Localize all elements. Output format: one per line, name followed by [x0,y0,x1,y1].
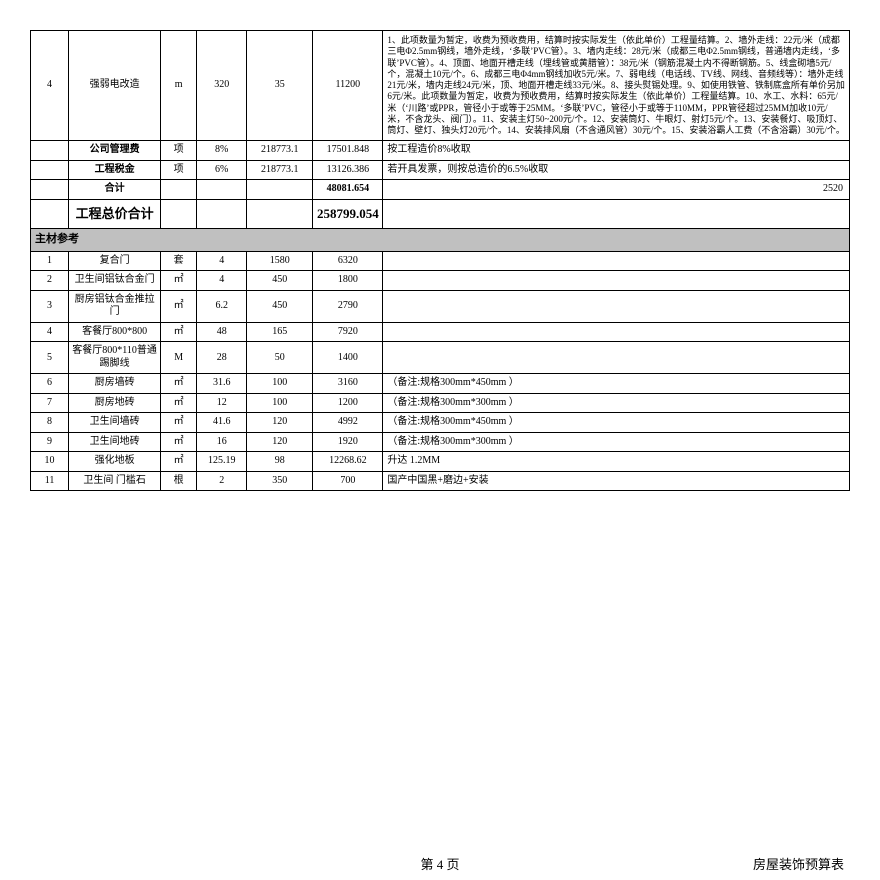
mat-name: 卫生间墙砖 [69,413,161,433]
table-row: 5客餐厅800*110普通踢脚线M28501400 [31,342,850,374]
fee-remark: 按工程造价8%收取 [383,141,850,161]
mat-remark: （备注:规格300mm*450mm ） [383,413,850,433]
mat-remark [383,271,850,291]
table-row: 10强化地板㎡125.199812268.62升达 1.2MM [31,452,850,472]
row-no: 4 [31,31,69,141]
mat-name: 复合门 [69,251,161,271]
table-row: 6厨房墙砖㎡31.61003160（备注:规格300mm*450mm ） [31,374,850,394]
table-row: 3厨房铝钛合金推拉门㎡6.24502790 [31,290,850,322]
fee-remark: 若开具发票，则按总造价的6.5%收取 [383,160,850,180]
mat-remark: （备注:规格300mm*450mm ） [383,374,850,394]
sum-remark [383,199,850,228]
fee-name: 工程税金 [69,160,161,180]
fee-name: 公司管理费 [69,141,161,161]
mat-remark [383,342,850,374]
mat-name: 客餐厅800*110普通踢脚线 [69,342,161,374]
table-row: 7厨房地砖㎡121001200（备注:规格300mm*300mm ） [31,393,850,413]
row-name: 强弱电改造 [69,31,161,141]
mat-name: 卫生间铝钛合金门 [69,271,161,291]
mat-name: 强化地板 [69,452,161,472]
sum-remark: 2520 [383,180,850,200]
mat-name: 卫生间 门槛石 [69,471,161,491]
mat-remark [383,251,850,271]
sum-name: 合计 [69,180,161,200]
table-row: 4客餐厅800*800㎡481657920 [31,322,850,342]
section-header: 主材参考 [31,229,850,252]
budget-table: 4强弱电改造m32035112001、此项数量为暂定，收费为预收费用，结算时按实… [30,30,850,491]
mat-name: 厨房墙砖 [69,374,161,394]
mat-name: 客餐厅800*800 [69,322,161,342]
doc-title: 房屋装饰预算表 [753,854,844,873]
table-row: 2卫生间铝钛合金门㎡44501800 [31,271,850,291]
mat-remark: （备注:规格300mm*300mm ） [383,393,850,413]
sum-amount: 258799.054 [313,199,383,228]
mat-remark [383,290,850,322]
mat-name: 卫生间地砖 [69,432,161,452]
table-row: 9卫生间地砖㎡161201920（备注:规格300mm*300mm ） [31,432,850,452]
mat-name: 厨房铝钛合金推拉门 [69,290,161,322]
row-remark: 1、此项数量为暂定，收费为预收费用，结算时按实际发生（依此单价）工程量结算。2、… [383,31,850,141]
mat-remark: （备注:规格300mm*300mm ） [383,432,850,452]
table-row: 1复合门套415806320 [31,251,850,271]
page-number: 第 4 页 [0,854,880,873]
table-row: 8卫生间墙砖㎡41.61204992（备注:规格300mm*450mm ） [31,413,850,433]
table-row: 11卫生间 门槛石根2350700国产中国黑+磨边+安装 [31,471,850,491]
mat-remark [383,322,850,342]
sum-amount: 48081.654 [313,180,383,200]
sum-name: 工程总价合计 [69,199,161,228]
mat-remark: 国产中国黑+磨边+安装 [383,471,850,491]
mat-name: 厨房地砖 [69,393,161,413]
mat-remark: 升达 1.2MM [383,452,850,472]
